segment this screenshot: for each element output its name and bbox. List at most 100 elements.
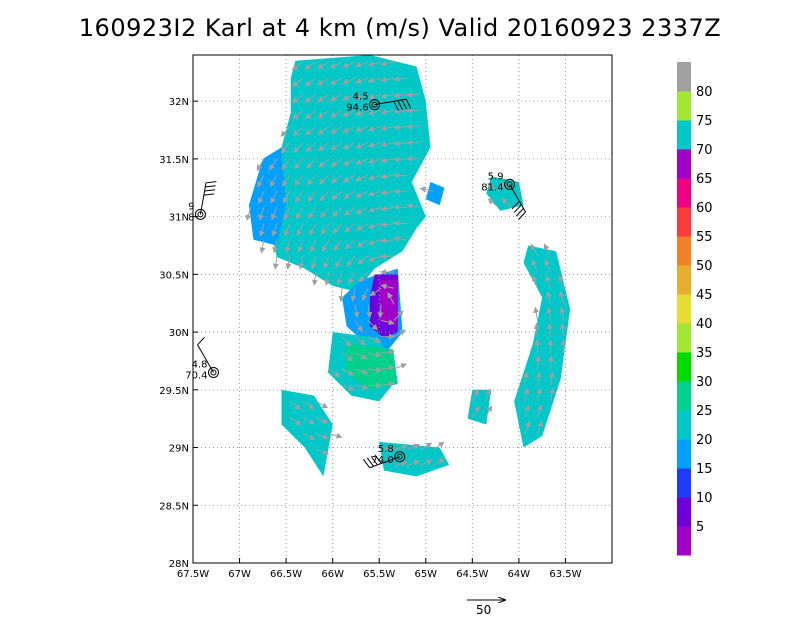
x-tick-label-0: 67.5W [177, 569, 209, 580]
barb-feather [374, 454, 382, 464]
colorbar-label-6: 35 [696, 346, 713, 361]
wind-vector-66 [319, 190, 330, 202]
wind-vector-11 [270, 190, 278, 204]
wind-vector-170 [380, 173, 395, 180]
colorbar-swatch-1 [677, 497, 691, 527]
wind-vector-46 [310, 255, 317, 270]
wind-vector-236 [559, 322, 566, 337]
y-tick-label-5: 30.5N [159, 270, 189, 281]
x-tick-label-3: 66W [321, 569, 344, 580]
station-obs-2: 98 [188, 181, 217, 223]
wind-vector-159 [393, 363, 408, 370]
reference-vector: 50 [467, 600, 505, 617]
barb-staff [374, 98, 407, 106]
barb-feather [366, 457, 374, 467]
wind-vector-191 [419, 459, 433, 467]
wind-vector-132 [354, 109, 369, 117]
wind-vector-234 [543, 243, 551, 257]
wind-vector-131 [354, 126, 369, 133]
station-bottom-value: 74.0 [371, 455, 393, 466]
wind-vector-136 [380, 445, 395, 452]
wind-vector-117 [367, 351, 382, 358]
colorbar-label-2: 15 [696, 462, 713, 477]
wind-vector-56 [304, 93, 317, 103]
wind-vector-118 [367, 336, 381, 343]
wind-vector-79 [338, 288, 345, 303]
wind-vector-137 [381, 381, 395, 387]
wind-vector-29 [297, 239, 304, 253]
wind-vector-239 [558, 274, 565, 289]
wind-vector-218 [535, 355, 542, 370]
wind-vector-201 [419, 186, 434, 193]
wind-vector-147 [367, 206, 382, 213]
station-observations: 4.594.6 5.981.4 98 4.870.4 5.874.0 [185, 92, 527, 469]
wind-vector-230 [546, 306, 553, 321]
y-tick-label-0: 28N [169, 559, 189, 570]
wind-vector-190 [393, 76, 408, 83]
plot-frame [192, 54, 613, 564]
wind-vector-2 [258, 223, 265, 238]
wind-vector-180 [393, 235, 408, 242]
wind-vector-232 [545, 274, 551, 289]
wind-vector-173 [380, 125, 395, 132]
wind-vector-171 [380, 157, 395, 164]
wind-vector-97 [354, 336, 366, 346]
wind-vector-28 [298, 255, 305, 270]
wind-vector-166 [380, 237, 395, 244]
wind-vector-14 [289, 417, 302, 426]
y-tick-label-7: 31.5N [159, 155, 189, 166]
wind-vector-1 [259, 239, 266, 254]
colorbar-swatch-14 [677, 120, 691, 150]
y-tick-label-8: 32N [169, 97, 189, 108]
wind-vector-175 [380, 92, 395, 99]
grid-lines [193, 55, 612, 563]
wind-vector-102 [346, 255, 356, 267]
wind-vector-36 [292, 126, 304, 137]
wind-vector-208 [501, 197, 512, 208]
wind-vector-237 [559, 306, 566, 321]
wind-vector-198 [406, 91, 421, 98]
colorbar-swatch-6 [677, 352, 691, 382]
wind-vector-32 [295, 190, 304, 203]
wind-vector-55 [304, 110, 317, 120]
wind-vector-169 [380, 189, 395, 196]
wind-vector-227 [547, 355, 554, 370]
wind-vector-88 [330, 142, 343, 151]
colorbar-swatch-2 [677, 468, 691, 498]
wind-vector-0 [245, 207, 252, 221]
colorbar-swatch-3 [677, 439, 691, 469]
wind-vector-34 [293, 158, 304, 170]
station-marker-inner [506, 181, 513, 188]
station-obs-4: 5.874.0 [362, 444, 406, 469]
wind-vector-145 [367, 239, 382, 246]
wind-vector-134 [354, 77, 369, 84]
x-tick-label-5: 65W [414, 569, 437, 580]
wind-vector-235 [560, 338, 567, 353]
wind-vector-174 [380, 109, 395, 115]
wind-vector-70 [317, 126, 330, 135]
wind-vector-85 [331, 190, 343, 201]
speed-region-5 [379, 280, 398, 327]
barb-feather [518, 211, 526, 220]
barb-feather [370, 456, 378, 466]
wind-vector-57 [304, 77, 317, 87]
wind-vector-238 [558, 290, 565, 305]
colorbar-swatch-15 [677, 91, 691, 121]
wind-vector-105 [343, 206, 356, 216]
wind-vector-187 [393, 124, 408, 131]
colorbar-swatch-4 [677, 410, 691, 440]
wind-speed-field [248, 55, 571, 477]
wind-vector-71 [317, 109, 330, 119]
wind-vector-40 [291, 61, 304, 71]
wind-vector-76 [341, 368, 355, 376]
wind-vector-214 [537, 420, 544, 434]
wind-vector-96 [354, 352, 368, 360]
y-tick-label-1: 28.5N [159, 501, 189, 512]
wind-vector-18 [284, 223, 291, 237]
wind-vector-field [245, 60, 567, 467]
wind-vector-106 [343, 190, 356, 199]
x-tick-label-8: 63.5W [549, 569, 581, 580]
wind-vector-98 [354, 320, 363, 333]
wind-vector-47 [309, 239, 317, 253]
